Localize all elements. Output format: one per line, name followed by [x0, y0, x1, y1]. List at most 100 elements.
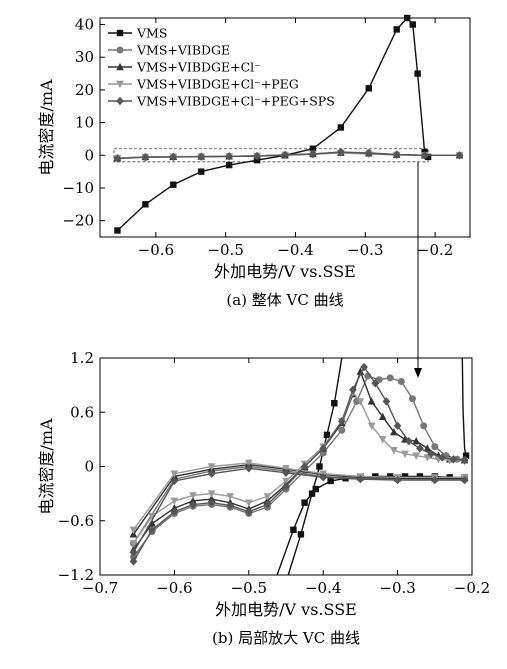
- data-point: [378, 436, 387, 444]
- data-point: [416, 473, 424, 480]
- y-tick-label: −10: [62, 179, 94, 197]
- data-point: [420, 422, 428, 430]
- legend-label: VMS+VIBDGE: [136, 43, 230, 58]
- x-axis-label: 外加电势/V vs.SSE: [214, 262, 356, 281]
- y-tick-label: 10: [75, 114, 94, 132]
- data-point: [189, 500, 197, 509]
- data-point: [148, 513, 156, 521]
- x-tick-label: −0.3: [347, 241, 383, 259]
- data-point: [253, 151, 261, 161]
- data-point: [282, 482, 290, 491]
- data-point: [460, 475, 469, 485]
- data-point: [427, 449, 435, 459]
- data-point: [356, 367, 365, 375]
- data-point: [462, 452, 470, 459]
- data-point: [197, 152, 206, 161]
- data-point: [393, 26, 400, 33]
- data-point: [424, 153, 432, 161]
- y-tick-label: 30: [75, 48, 94, 66]
- data-point: [148, 525, 156, 534]
- data-point: [360, 362, 368, 372]
- data-point: [319, 444, 327, 453]
- series-line: [132, 465, 465, 544]
- x-tick-label: −0.3: [379, 579, 415, 597]
- y-tick-label: 0: [84, 146, 94, 164]
- data-point: [129, 540, 138, 548]
- data-point: [141, 153, 150, 162]
- y-tick-label: 0: [84, 458, 94, 476]
- data-point: [225, 152, 233, 161]
- plot-frame: [99, 17, 471, 238]
- data-point: [309, 149, 317, 159]
- legend-marker: [116, 96, 124, 106]
- x-tick-label: −0.2: [417, 241, 453, 259]
- data-point: [316, 463, 323, 470]
- data-point: [401, 450, 409, 459]
- y-tick-label: 1.2: [70, 349, 94, 367]
- data-point: [414, 70, 421, 77]
- x-tick-label: −0.4: [277, 241, 313, 259]
- data-point: [129, 548, 138, 557]
- series-line: [117, 16, 429, 232]
- data-point: [129, 526, 138, 534]
- data-point: [170, 497, 179, 506]
- x-tick-label: −0.5: [231, 579, 267, 597]
- y-tick-label: −20: [62, 212, 94, 230]
- data-point: [401, 473, 409, 480]
- data-point: [378, 412, 387, 420]
- y-tick-label: −0.6: [58, 512, 94, 530]
- data-point: [263, 493, 272, 501]
- data-point: [455, 151, 464, 160]
- series-line: [287, 358, 343, 575]
- data-point: [364, 149, 373, 158]
- data-point: [449, 455, 458, 464]
- data-point: [327, 477, 334, 485]
- data-point: [382, 397, 391, 406]
- x-tick-label: −0.6: [156, 579, 192, 597]
- data-point: [170, 507, 179, 516]
- data-point: [245, 459, 253, 468]
- series-line: [132, 375, 465, 558]
- series-line: [461, 358, 467, 456]
- legend-marker: [116, 29, 124, 37]
- connector-arrowhead: [414, 368, 422, 378]
- data-point: [337, 147, 345, 157]
- legend: VMS VMS+VIBDGE VMS+VIBDGE+Cl⁻ VMS+VIBDGE+Cl…: [108, 26, 335, 109]
- data-point: [245, 464, 253, 473]
- data-point: [412, 436, 420, 445]
- legend-label: VMS+VIBDGE+Cl⁻: [136, 60, 261, 75]
- data-point: [397, 378, 405, 386]
- x-tick-label: −0.7: [82, 579, 118, 597]
- data-point: [409, 21, 416, 28]
- data-point: [189, 492, 197, 500]
- series-line: [276, 475, 465, 575]
- y-tick-label: 20: [75, 81, 94, 99]
- data-point: [416, 444, 424, 453]
- data-point: [170, 476, 179, 486]
- data-point: [245, 499, 253, 507]
- data-point: [393, 421, 402, 431]
- data-point: [142, 201, 149, 208]
- data-point: [338, 417, 346, 426]
- data-point: [263, 500, 272, 509]
- data-point: [148, 519, 156, 527]
- y-axis-label: 电流密度/mA: [37, 79, 56, 176]
- x-tick-label: −0.6: [138, 241, 174, 259]
- data-point: [301, 499, 308, 506]
- series-line: [132, 467, 465, 553]
- data-point: [323, 431, 331, 439]
- data-point: [226, 493, 234, 501]
- x-axis-label: 外加电势/V vs.SSE: [215, 600, 357, 619]
- data-point: [170, 470, 179, 478]
- data-point: [390, 447, 398, 455]
- data-point: [207, 469, 216, 478]
- data-point: [408, 395, 416, 403]
- legend-marker: [116, 80, 124, 89]
- legend-marker: [116, 46, 124, 54]
- data-point: [198, 168, 205, 175]
- data-point: [226, 501, 234, 510]
- data-point: [412, 452, 420, 460]
- data-point: [392, 150, 401, 159]
- data-point: [356, 474, 365, 484]
